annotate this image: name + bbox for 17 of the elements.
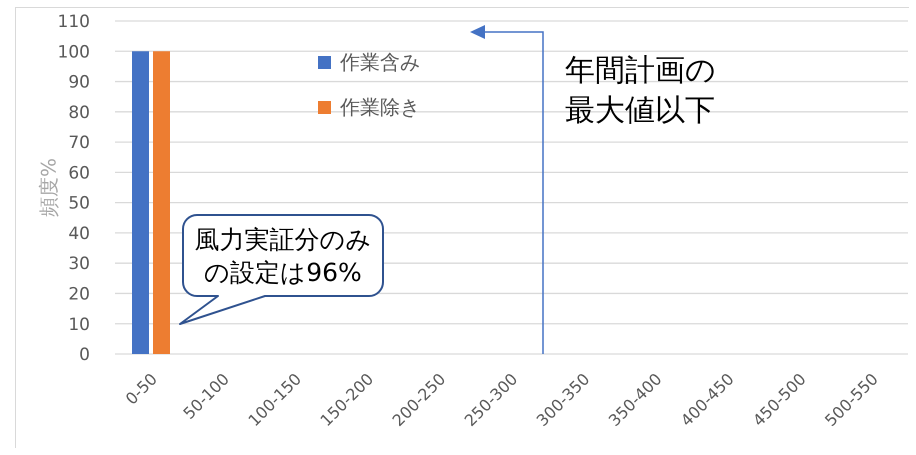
y-tick-label: 80 [68,102,90,123]
annotation: 年間計画の最大値以下 [565,52,717,130]
y-tick-label: 40 [68,224,90,244]
y-tick-label: 110 [58,12,90,32]
y-tick-label: 0 [79,345,90,366]
y-tick-label: 50 [68,194,90,214]
y-tick-label: 60 [68,163,90,184]
y-tick-label: 10 [68,314,90,335]
legend-label: 作業除き [340,94,420,120]
y-tick-label: 90 [68,72,90,93]
y-tick-label: 30 [68,254,90,274]
y-tick-label: 70 [68,133,90,154]
y-tick-label: 100 [58,42,90,62]
y-axis-title: 頻度% [36,158,60,218]
legend-label: 作業含み [340,48,420,76]
y-tick-label: 20 [68,284,90,304]
annotation: 風力実証分のみの設定は96% [194,224,372,288]
